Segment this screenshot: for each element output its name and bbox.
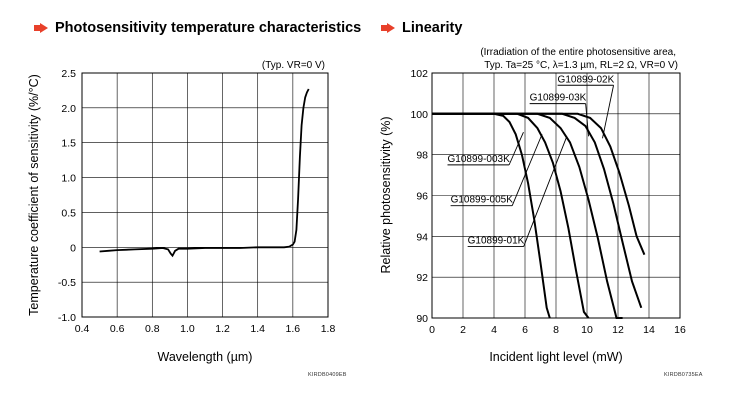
- series-label-leader: [585, 103, 589, 137]
- red-arrow-bullet-icon: [381, 23, 395, 33]
- series-line: [432, 112, 623, 319]
- chart-title-temperature: Photosensitivity temperature characteris…: [26, 20, 361, 36]
- chart-subtitle: (Typ. VR=0 V): [262, 60, 325, 71]
- x-tick-label: 0.8: [145, 323, 160, 335]
- x-tick-label: 10: [581, 324, 593, 336]
- series-label: G10899-005K: [451, 195, 514, 206]
- y-tick-label: 1.5: [61, 138, 76, 150]
- grid-lines: [82, 73, 328, 317]
- series-label-leader: [508, 132, 524, 166]
- chart-title-linearity-text: Linearity: [402, 20, 463, 36]
- x-tick-label: 0.4: [75, 323, 90, 335]
- y-tick-label: -1.0: [58, 312, 76, 324]
- series-label: G10899-003K: [448, 154, 511, 165]
- chart-title-temperature-text: Photosensitivity temperature characteris…: [55, 20, 362, 36]
- series-label: G10899-02K: [558, 74, 615, 85]
- x-tick-label: 1.8: [321, 323, 336, 335]
- x-tick-label: 0.6: [110, 323, 125, 335]
- x-tick-label: 2: [460, 324, 466, 336]
- y-tick-label: 2.0: [61, 103, 76, 115]
- y-tick-label: 100: [410, 109, 428, 121]
- series-label-leader: [511, 134, 543, 206]
- x-tick-label: 4: [491, 324, 497, 336]
- y-axis-label: Relative photosensitivity (%): [379, 116, 393, 273]
- y-tick-label: 98: [416, 150, 428, 162]
- y-tick-label: 0.5: [61, 207, 76, 219]
- figure-code-right: KIRDB0735EA: [664, 372, 703, 378]
- series-line: [99, 88, 310, 258]
- y-tick-label: -0.5: [58, 277, 76, 289]
- series-labels: G10899-003K G10899-005K G10899-01K G10899-0…: [447, 74, 615, 247]
- y-tick-label: 90: [416, 313, 428, 325]
- x-axis-label: Incident light level (mW): [489, 350, 622, 364]
- x-tick-label: 6: [522, 324, 528, 336]
- series-line: [432, 112, 643, 309]
- series-label-leader: [523, 136, 568, 247]
- x-tick-label: 1.0: [180, 323, 195, 335]
- y-tick-label: 2.5: [61, 68, 76, 80]
- chart-subtitle-line1: (Irradiation of the entire photosensitiv…: [480, 47, 676, 58]
- y-tick-labels: 90 92 94 96 98 100 102: [410, 68, 428, 325]
- x-tick-label: 12: [612, 324, 624, 336]
- y-tick-label: 1.0: [61, 173, 76, 185]
- y-tick-label: 96: [416, 191, 428, 203]
- figure-code-left: KIRDB0409EB: [308, 372, 347, 378]
- x-tick-labels: 0.4 0.6 0.8 1.0 1.2 1.4 1.6 1.8: [75, 323, 336, 335]
- y-axis-label: Temperature coefficient of sensitivity (…: [27, 74, 41, 316]
- red-arrow-bullet-icon: [34, 23, 48, 33]
- x-tick-labels: 0 2 4 6 8 10 12 14 16: [429, 324, 686, 336]
- y-tick-label: 102: [410, 68, 428, 80]
- chart-title-linearity: Linearity: [373, 20, 462, 36]
- series-label: G10899-01K: [468, 236, 525, 247]
- series-label-leader: [602, 85, 614, 139]
- series-line: [432, 112, 590, 319]
- x-axis-label: Wavelength (µm): [158, 350, 253, 364]
- x-tick-label: 1.6: [286, 323, 301, 335]
- series-label: G10899-03K: [530, 93, 587, 104]
- x-tick-label: 16: [674, 324, 686, 336]
- x-tick-label: 0: [429, 324, 435, 336]
- y-tick-label: 94: [416, 231, 428, 243]
- series-lines: [432, 112, 646, 319]
- x-tick-label: 1.4: [250, 323, 265, 335]
- y-tick-labels: -1.0 -0.5 0 0.5 1.0 1.5 2.0 2.5: [58, 68, 76, 324]
- x-tick-label: 14: [643, 324, 655, 336]
- x-tick-label: 1.2: [215, 323, 230, 335]
- y-tick-label: 0: [70, 242, 76, 254]
- plot-frame: [81, 72, 329, 318]
- y-tick-label: 92: [416, 272, 428, 284]
- series-line: [432, 112, 646, 256]
- x-tick-label: 8: [553, 324, 559, 336]
- series-line: [432, 112, 551, 319]
- chart-subtitle-line2: Typ. Ta=25 °C, λ=1.3 µm, RL=2 Ω, VR=0 V): [484, 60, 678, 71]
